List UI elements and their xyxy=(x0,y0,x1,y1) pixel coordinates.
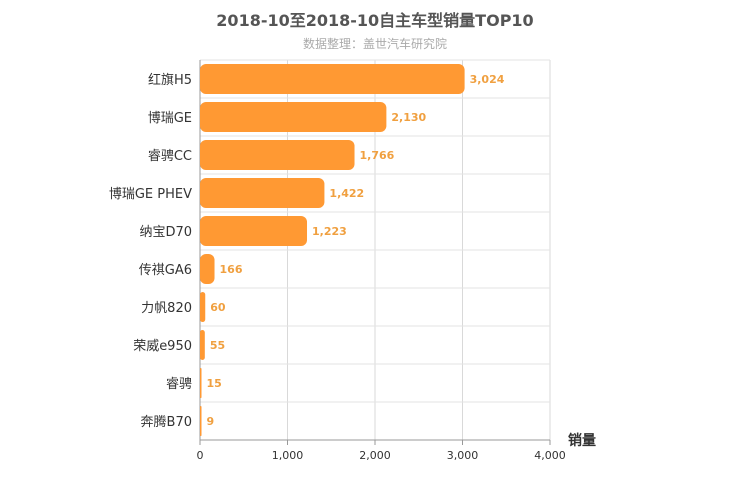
bar xyxy=(200,330,205,360)
bar xyxy=(200,102,387,132)
value-label: 1,766 xyxy=(360,149,395,162)
x-axis-label: 销量 xyxy=(568,432,596,449)
category-label: 纳宝D70 xyxy=(139,225,192,240)
value-label: 1,223 xyxy=(312,225,347,238)
value-label: 166 xyxy=(220,263,243,276)
x-tick-label: 0 xyxy=(197,449,204,462)
chart-title: 2018-10至2018-10自主车型销量TOP10 xyxy=(216,11,534,30)
x-tick-label: 3,000 xyxy=(447,449,479,462)
category-labels: 红旗H5 博瑞GE 睿骋CC 博瑞GE PHEV 纳宝D70 传祺GA6 力帆820 荣威e9… xyxy=(109,72,192,430)
bar xyxy=(200,178,325,208)
value-label: 55 xyxy=(210,339,225,352)
x-tick-labels: 0 1,000 2,000 3,000 4,000 xyxy=(197,449,566,462)
bar xyxy=(200,292,206,322)
value-label: 9 xyxy=(207,415,215,428)
bar xyxy=(200,64,465,94)
chart-subtitle: 数据整理：盖世汽车研究院 xyxy=(302,37,447,51)
category-label: 睿骋CC xyxy=(148,149,192,164)
bar xyxy=(200,368,202,398)
category-label: 荣威e950 xyxy=(133,339,192,354)
category-label: 红旗H5 xyxy=(148,72,192,88)
bar xyxy=(200,140,355,170)
category-label: 博瑞GE xyxy=(148,111,192,126)
x-tick-label: 4,000 xyxy=(534,449,566,462)
value-label: 15 xyxy=(207,377,222,390)
value-label: 1,422 xyxy=(329,187,364,200)
value-label: 3,024 xyxy=(470,73,505,86)
bar xyxy=(200,406,202,436)
category-label: 传祺GA6 xyxy=(139,263,192,278)
bars xyxy=(200,64,465,436)
bar xyxy=(200,216,308,246)
category-label: 奔腾B70 xyxy=(141,414,192,430)
value-labels: 3,024 2,130 1,766 1,422 1,223 166 60 55 15 9 xyxy=(207,73,505,428)
value-label: 2,130 xyxy=(391,111,426,124)
x-tick-label: 2,000 xyxy=(359,449,391,462)
value-label: 60 xyxy=(210,301,226,314)
category-label: 力帆820 xyxy=(141,301,192,316)
x-tick-label: 1,000 xyxy=(272,449,304,462)
category-label: 睿骋 xyxy=(166,377,192,392)
bar xyxy=(200,254,215,284)
category-label: 博瑞GE PHEV xyxy=(109,187,192,202)
